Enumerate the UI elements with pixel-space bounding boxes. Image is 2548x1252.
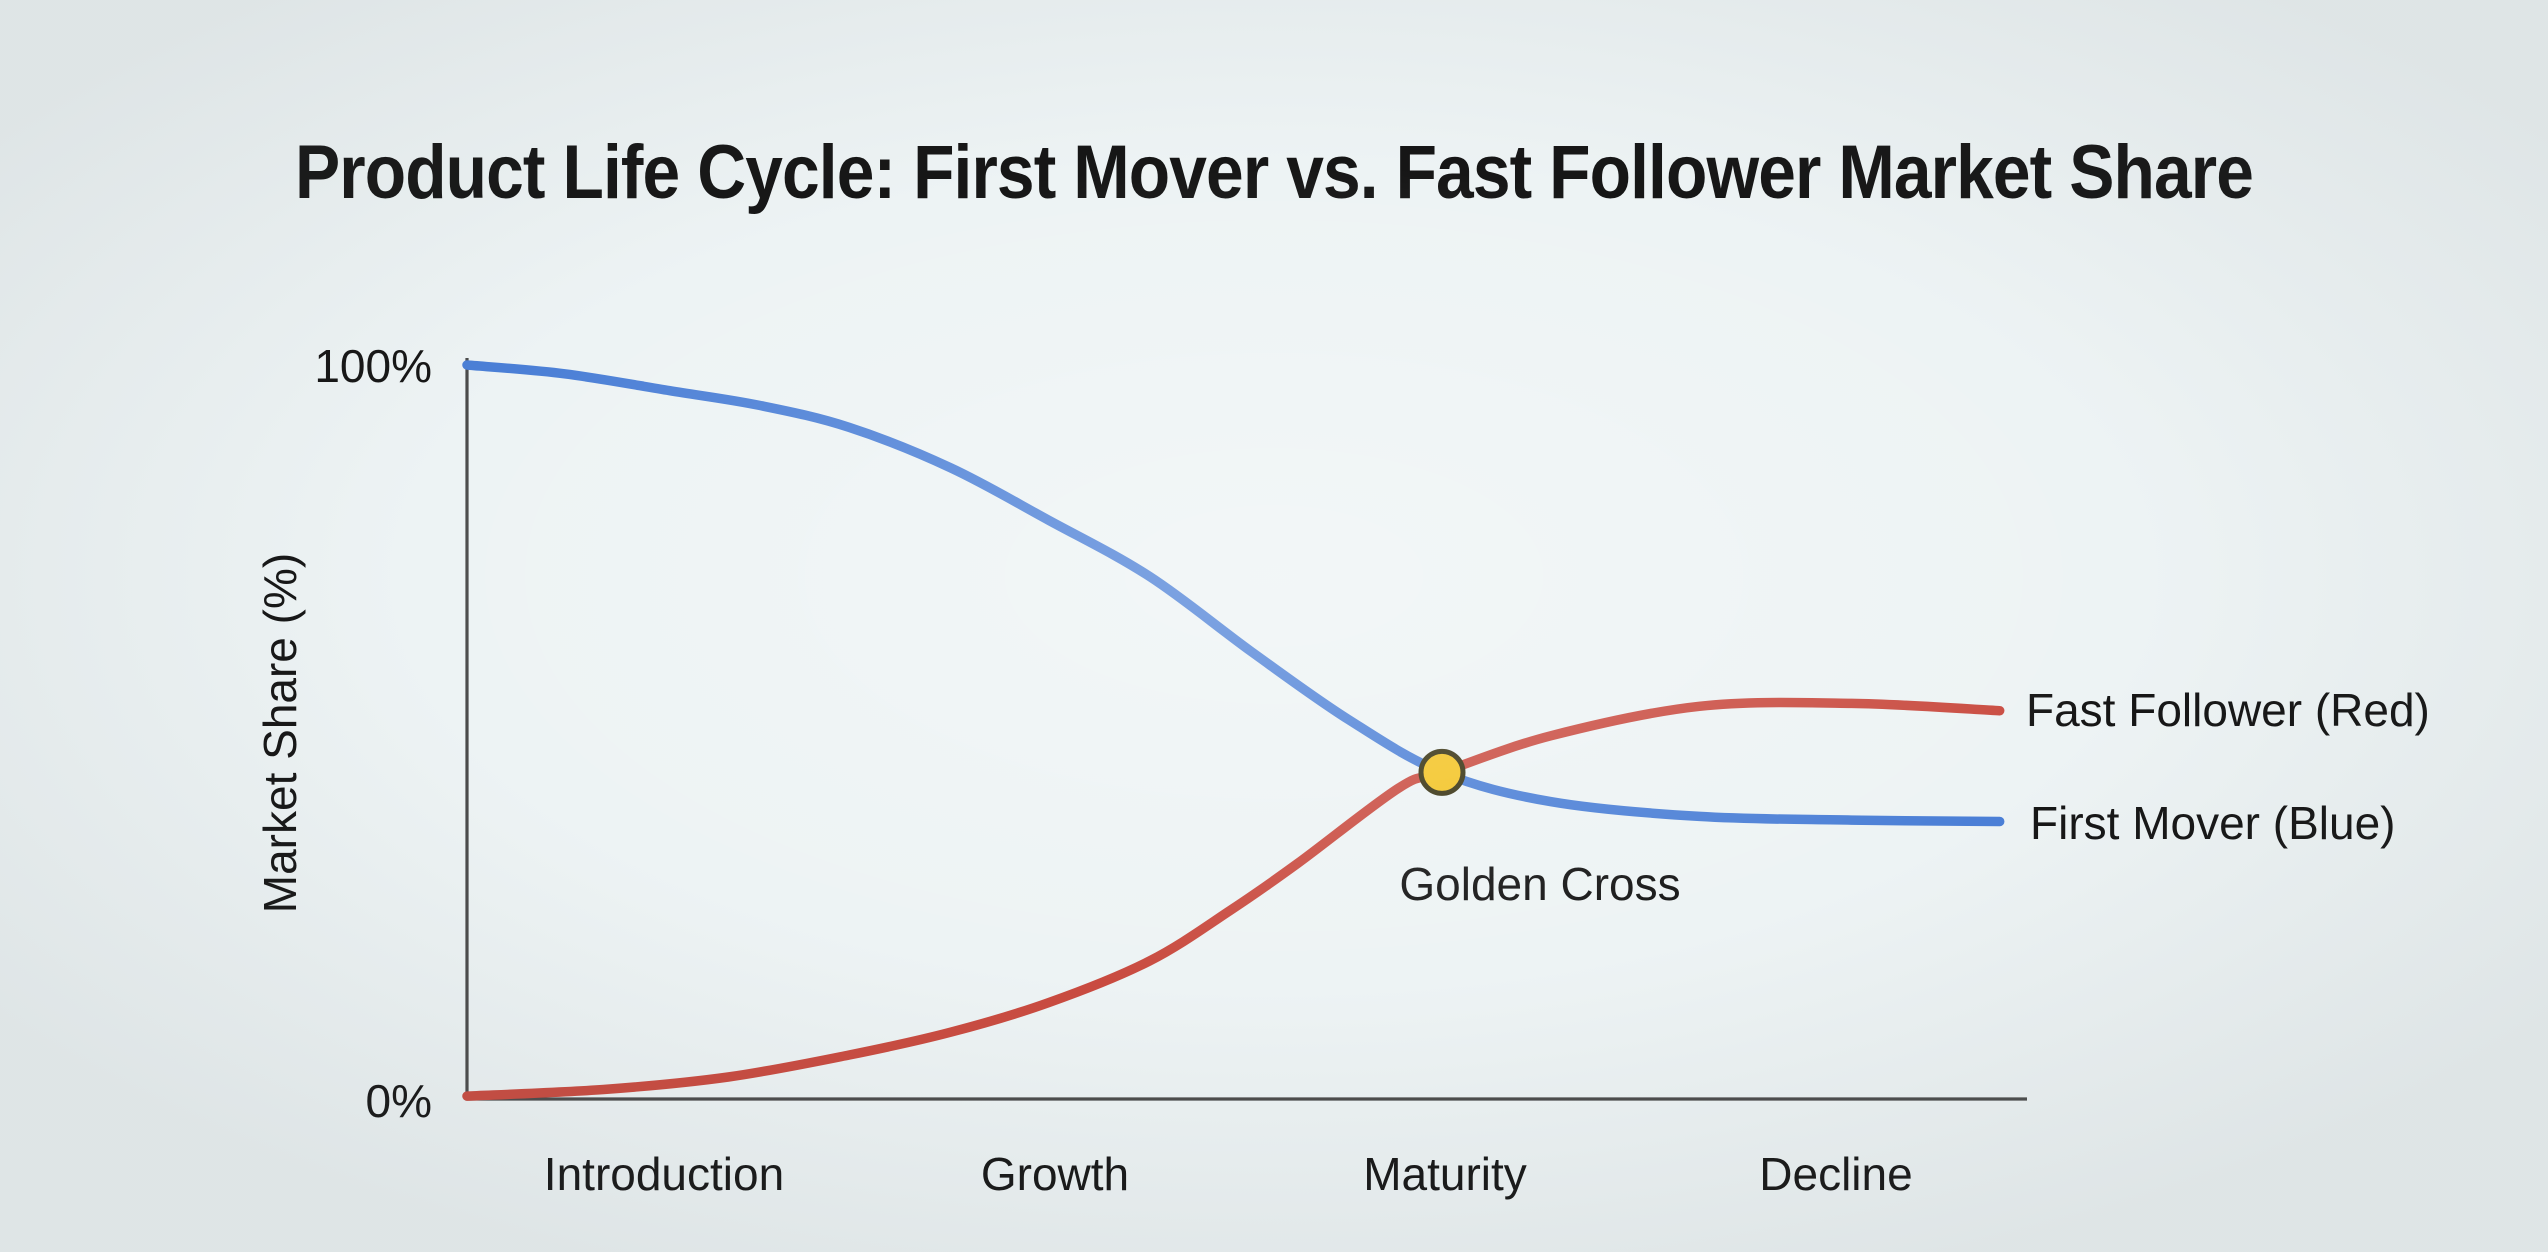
- y-tick-100: 100%: [314, 340, 432, 392]
- chart-title: Product Life Cycle: First Mover vs. Fast…: [295, 130, 2253, 215]
- first-mover-curve: [462, 360, 2005, 827]
- legend-first-mover: First Mover (Blue): [2030, 797, 2395, 849]
- legend-fast-follower: Fast Follower (Red): [2026, 684, 2430, 736]
- golden-cross-marker: [1418, 748, 1466, 796]
- x-stage-label-growth: Growth: [981, 1148, 1129, 1200]
- x-stage-label-decline: Decline: [1759, 1148, 1912, 1200]
- x-stage-label-introduction: Introduction: [544, 1148, 784, 1200]
- y-tick-0: 0%: [366, 1075, 432, 1127]
- x-stage-label-maturity: Maturity: [1363, 1148, 1527, 1200]
- y-axis-label: Market Share (%): [254, 553, 306, 913]
- fast-follower-curve: [462, 697, 2005, 1101]
- golden-cross-label: Golden Cross: [1399, 858, 1680, 910]
